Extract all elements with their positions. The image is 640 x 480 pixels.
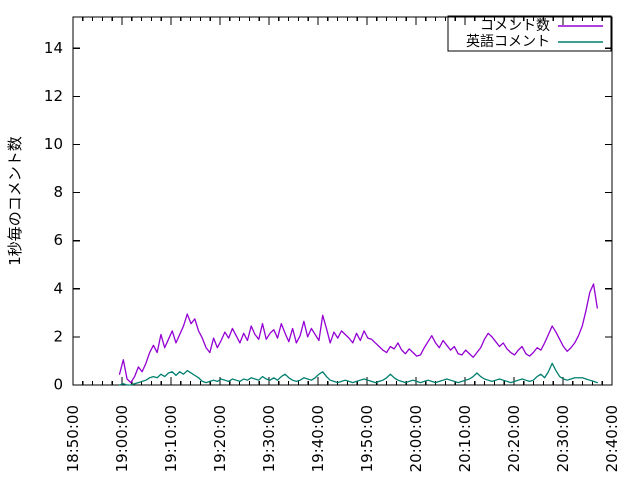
y-axis-title-group: 1秒毎のコメント数 bbox=[6, 136, 24, 266]
y-tick-label: 2 bbox=[53, 327, 63, 345]
x-axis-ticks bbox=[72, 17, 613, 385]
x-tick-label: 20:20:00 bbox=[505, 405, 523, 472]
legend-border bbox=[447, 15, 612, 52]
plot-border bbox=[72, 16, 613, 386]
x-axis-minor-ticks bbox=[82, 17, 603, 385]
y-axis-tick-labels: 0 2 4 6 8 10 12 14 bbox=[44, 39, 63, 394]
x-tick-label: 20:40:00 bbox=[603, 405, 621, 472]
x-tick-label: 19:40:00 bbox=[309, 405, 327, 472]
plot-frame bbox=[72, 16, 613, 386]
y-tick-label: 6 bbox=[53, 231, 63, 249]
series-line-english-comment bbox=[118, 362, 598, 386]
x-tick-label: 19:00:00 bbox=[113, 405, 131, 472]
x-axis-tick-labels: 18:50:00 19:00:00 19:10:00 19:20:00 19:30:00… bbox=[64, 405, 621, 472]
x-tick-label: 19:50:00 bbox=[358, 405, 376, 472]
x-tick-label: 20:10:00 bbox=[456, 405, 474, 472]
x-tick-label: 19:30:00 bbox=[260, 405, 278, 472]
y-tick-label: 10 bbox=[44, 135, 63, 153]
y-tick-label: 4 bbox=[53, 279, 63, 297]
x-tick-label: 18:50:00 bbox=[64, 405, 82, 472]
y-tick-label: 0 bbox=[53, 376, 63, 394]
y-tick-label: 8 bbox=[53, 183, 63, 201]
x-tick-label: 19:20:00 bbox=[211, 405, 229, 472]
legend-label-comment-count: コメント数 bbox=[480, 18, 550, 34]
legend-label-english-comment: 英語コメント bbox=[466, 33, 550, 50]
x-tick-label: 20:30:00 bbox=[554, 405, 572, 472]
series-line-comment-count bbox=[118, 283, 598, 384]
y-tick-label: 14 bbox=[44, 39, 63, 57]
x-tick-label: 19:10:00 bbox=[162, 405, 180, 472]
legend: コメント数 英語コメント bbox=[447, 15, 612, 52]
series-lines bbox=[118, 283, 598, 386]
y-axis-ticks bbox=[73, 47, 612, 386]
y-tick-label: 12 bbox=[44, 87, 63, 105]
x-tick-label: 20:00:00 bbox=[407, 405, 425, 472]
y-axis-title: 1秒毎のコメント数 bbox=[6, 136, 24, 266]
